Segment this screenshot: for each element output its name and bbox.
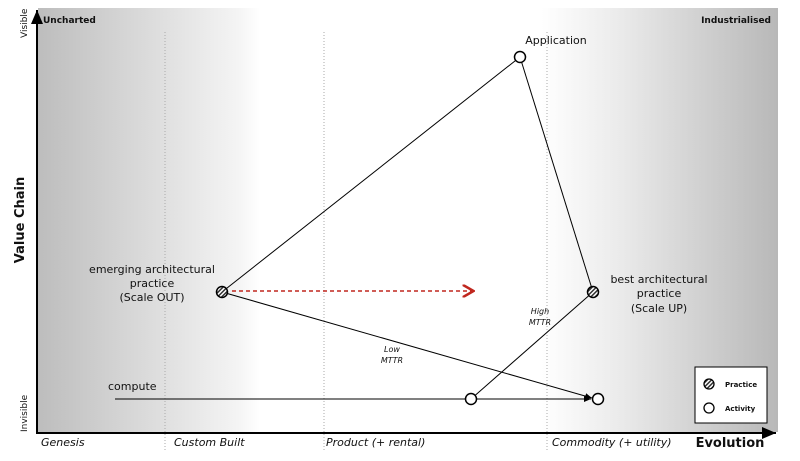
low-line1: Low: [384, 345, 400, 354]
stage-genesis: Genesis: [41, 436, 85, 449]
stage-dividers: [164, 32, 548, 450]
map-background: [38, 8, 778, 432]
y-bottom-label: Invisible: [20, 394, 30, 432]
low-mttr-label: Low MTTR: [381, 345, 403, 365]
legend-activity: Activity: [725, 405, 756, 413]
best-label-line1: best architectural: [610, 273, 707, 286]
low-line2: MTTR: [381, 356, 403, 365]
practice-legend-icon: [703, 378, 715, 390]
emerging-label-line3: (Scale OUT): [119, 291, 184, 304]
compute-product-node[interactable]: [464, 392, 478, 406]
emerging-label: emerging architectural practice (Scale O…: [89, 263, 215, 304]
best-label: best architectural practice (Scale UP): [610, 273, 707, 315]
high-line1: High: [531, 307, 549, 316]
stage-product: Product (+ rental): [326, 436, 425, 449]
best-practice-node[interactable]: [586, 285, 600, 299]
stage-commodity: Commodity (+ utility): [552, 436, 672, 449]
uncharted-label: Uncharted: [43, 16, 96, 26]
activity-legend-icon: [703, 402, 715, 414]
best-label-line3: (Scale UP): [631, 302, 687, 315]
application-node[interactable]: [513, 50, 527, 64]
best-label-line2: practice: [637, 287, 682, 300]
emerging-label-line2: practice: [130, 277, 175, 290]
links: [115, 56, 594, 402]
industrialised-label: Industrialised: [701, 16, 771, 26]
application-label: Application: [525, 34, 586, 47]
high-line2: MTTR: [529, 318, 551, 327]
emerging-label-line1: emerging architectural: [89, 263, 215, 276]
y-top-label: Visible: [20, 8, 30, 38]
stage-custom-built: Custom Built: [174, 436, 245, 449]
emerging-practice-node[interactable]: [215, 285, 229, 299]
compute-label: compute: [108, 380, 157, 393]
x-axis-title: Evolution: [696, 436, 765, 451]
legend-practice: Practice: [725, 381, 757, 389]
compute-commodity-node[interactable]: [591, 392, 605, 406]
y-axis-title: Value Chain: [13, 177, 28, 263]
high-mttr-label: High MTTR: [529, 307, 551, 327]
legend: Practice Activity: [694, 366, 768, 424]
